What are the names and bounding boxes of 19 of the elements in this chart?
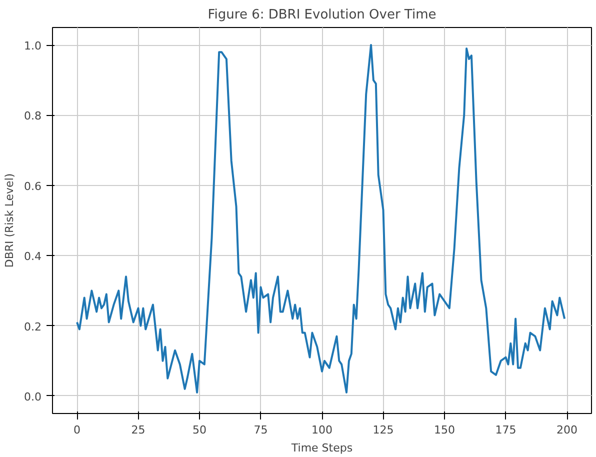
y-tick-label: 1.0 [24,40,42,53]
x-tick-label: 0 [74,424,80,436]
x-tick-label: 75 [254,424,268,436]
y-axis-title: DBRI (Risk Level) [3,173,16,268]
y-tick-label: 0.2 [24,320,42,334]
x-tick-label: 175 [495,424,516,436]
y-tick-label: 0.6 [24,180,42,193]
x-tick-label: 100 [312,424,332,436]
x-tick-label: 200 [556,424,578,436]
y-tick-label: 0.4 [24,250,42,264]
x-tick-label: 50 [192,424,206,436]
x-tick-label: 150 [434,424,455,436]
chart-title: Figure 6: DBRI Evolution Over Time [208,8,436,22]
y-tick-label: 0.8 [24,110,42,123]
line-series [76,44,566,394]
y-tick-label: 0.0 [24,390,42,404]
x-tick-label: 25 [131,424,146,436]
x-tick-label: 125 [372,424,394,436]
x-axis-title: Time Steps [290,442,353,454]
